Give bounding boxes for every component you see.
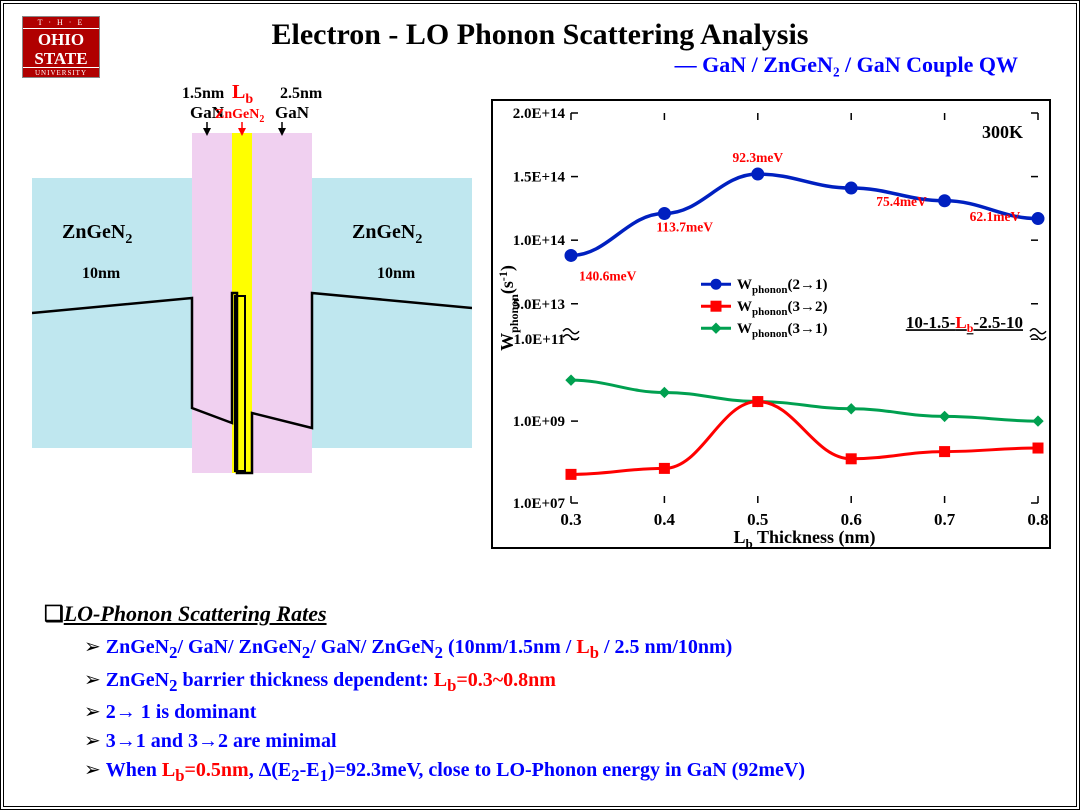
svg-text:140.6meV: 140.6meV [579, 268, 637, 283]
svg-text:92.3meV: 92.3meV [732, 150, 783, 165]
svg-text:1.0E+11: 1.0E+11 [514, 332, 565, 348]
svg-text:0.7: 0.7 [934, 510, 956, 529]
svg-text:Wphonon(2→1): Wphonon(2→1) [737, 277, 827, 296]
svg-text:10-1.5-Lb-2.5-10: 10-1.5-Lb-2.5-10 [906, 313, 1023, 335]
bullet-item: 3→1 and 3→2 are minimal [84, 727, 1056, 756]
svg-text:1.5nm: 1.5nm [182, 85, 225, 102]
svg-text:1.0E+07: 1.0E+07 [513, 496, 566, 512]
svg-text:GaN: GaN [275, 103, 310, 122]
logo-line2: STATE [23, 48, 99, 67]
svg-text:Wphonon(3→2): Wphonon(3→2) [737, 299, 827, 318]
svg-text:1.0E+09: 1.0E+09 [513, 414, 565, 430]
band-diagram: 1.5nm 2.5nm Lb GaN GaN ZnGeN2 ZnGeN2 10n… [32, 78, 472, 498]
svg-text:300K: 300K [982, 122, 1023, 142]
svg-text:ZnGeN2: ZnGeN2 [215, 107, 264, 125]
svg-text:0.8: 0.8 [1027, 510, 1048, 529]
section-heading: LO-Phonon Scattering Rates [44, 601, 1056, 627]
slide-subtitle: — GaN / ZnGeN₂ / GaN Couple QW [22, 52, 1018, 78]
svg-text:Wphonon(3→1): Wphonon(3→1) [737, 321, 827, 340]
svg-text:10nm: 10nm [377, 265, 416, 282]
bullet-item: ZnGeN2 barrier thickness dependent: Lb=0… [84, 666, 1056, 698]
svg-text:62.1meV: 62.1meV [970, 209, 1021, 224]
slide-title: Electron - LO Phonon Scattering Analysis [22, 18, 1058, 52]
logo-top: T · H · E [23, 17, 99, 29]
svg-text:Lb: Lb [232, 81, 253, 107]
bullet-item: 2→ 1 is dominant [84, 698, 1056, 727]
logo-line1: OHIO [23, 29, 99, 48]
svg-text:113.7meV: 113.7meV [656, 219, 713, 234]
bullet-item: ZnGeN2/ GaN/ ZnGeN2/ GaN/ ZnGeN2 (10nm/1… [84, 633, 1056, 665]
bullet-section: LO-Phonon Scattering Rates ZnGeN2/ GaN/ … [44, 601, 1056, 788]
ohio-state-logo: T · H · E OHIO STATE UNIVERSITY [22, 16, 100, 78]
logo-bottom: UNIVERSITY [23, 67, 99, 78]
svg-text:1.0E+14: 1.0E+14 [513, 233, 566, 249]
svg-text:Lb Thickness (nm): Lb Thickness (nm) [734, 527, 876, 551]
svg-text:0.3: 0.3 [560, 510, 581, 529]
svg-text:10nm: 10nm [82, 265, 121, 282]
svg-text:75.4meV: 75.4meV [876, 194, 927, 209]
svg-text:0.4: 0.4 [654, 510, 676, 529]
svg-text:2.5nm: 2.5nm [280, 85, 323, 102]
svg-text:1.5E+14: 1.5E+14 [513, 170, 566, 186]
svg-text:2.0E+14: 2.0E+14 [513, 106, 566, 122]
scattering-rate-chart: 0.30.40.50.60.70.85.0E+131.0E+141.5E+142… [491, 99, 1051, 549]
bullet-item: When Lb=0.5nm, Δ(E2-E1)=92.3meV, close t… [84, 756, 1056, 788]
